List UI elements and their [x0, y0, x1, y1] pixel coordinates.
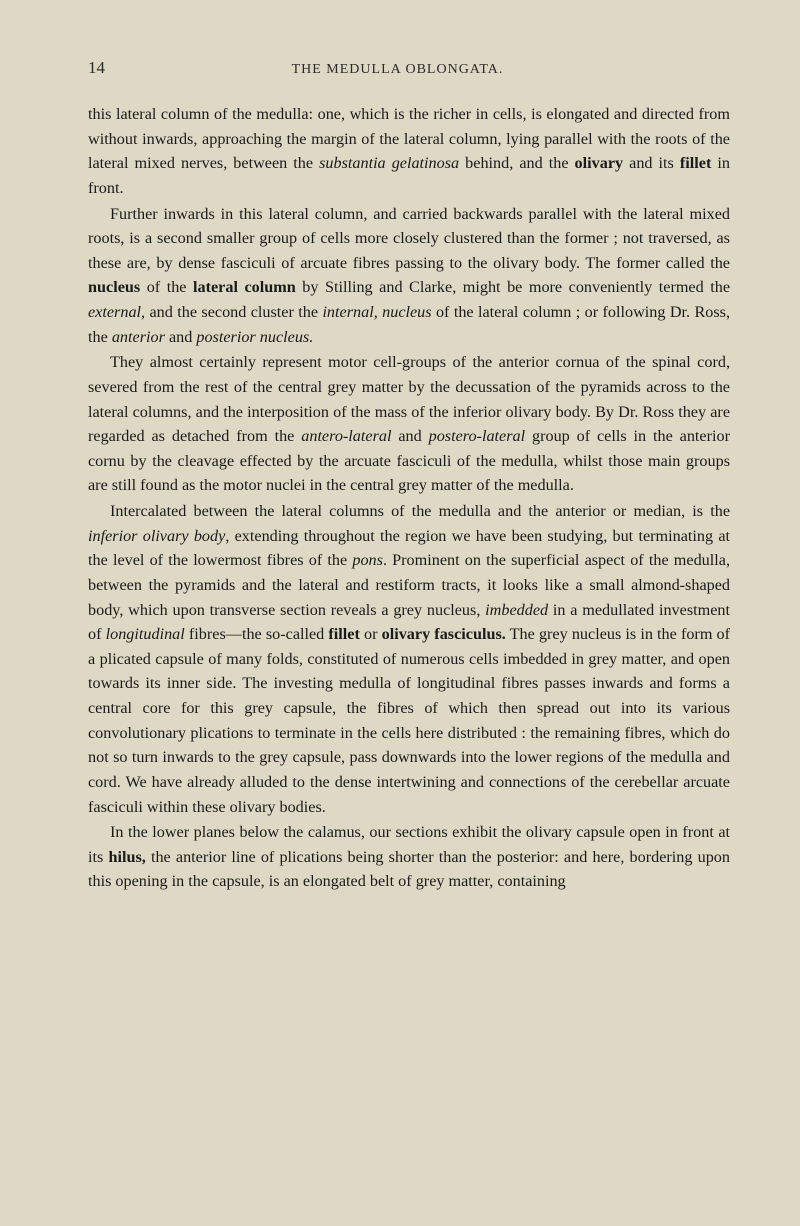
bold-term-olivary-fasciculus: olivary fasciculus.: [382, 625, 506, 643]
chapter-title: THE MEDULLA OBLONGATA.: [105, 62, 730, 78]
italic-term: imbedded: [485, 601, 548, 619]
paragraph-4: Intercalated between the lateral columns…: [88, 499, 730, 819]
italic-term: antero-lateral: [301, 427, 391, 445]
italic-term: pons: [352, 551, 383, 569]
paragraph-5: In the lower planes below the calamus, o…: [88, 820, 730, 894]
italic-term: inferior olivary body: [88, 527, 225, 545]
italic-term: posterior nucleus.: [196, 328, 313, 346]
italic-term: longitudinal: [106, 625, 185, 643]
bold-term-fillet: fillet: [328, 625, 359, 643]
italic-term: anterior: [112, 328, 165, 346]
italic-term: postero-lateral: [429, 427, 526, 445]
bold-term-fillet: fillet: [680, 154, 711, 172]
italic-term: external: [88, 303, 141, 321]
body-text: this lateral column of the medulla: one,…: [88, 102, 730, 894]
paragraph-2: Further inwards in this lateral column, …: [88, 202, 730, 350]
paragraph-3: They almost certainly represent motor ce…: [88, 350, 730, 498]
italic-term: substantia gelatinosa: [319, 154, 459, 172]
bold-term-olivary: olivary: [575, 154, 624, 172]
italic-term: internal, nucleus: [322, 303, 431, 321]
bold-term-nucleus: nucleus: [88, 278, 140, 296]
page-number: 14: [88, 58, 105, 78]
bold-term-lateral-column: lateral column: [193, 278, 296, 296]
paragraph-1: this lateral column of the medulla: one,…: [88, 102, 730, 201]
bold-term-hilus: hilus,: [108, 848, 145, 866]
page-header: 14 THE MEDULLA OBLONGATA.: [88, 58, 730, 78]
document-page: 14 THE MEDULLA OBLONGATA. this lateral c…: [0, 0, 800, 1226]
